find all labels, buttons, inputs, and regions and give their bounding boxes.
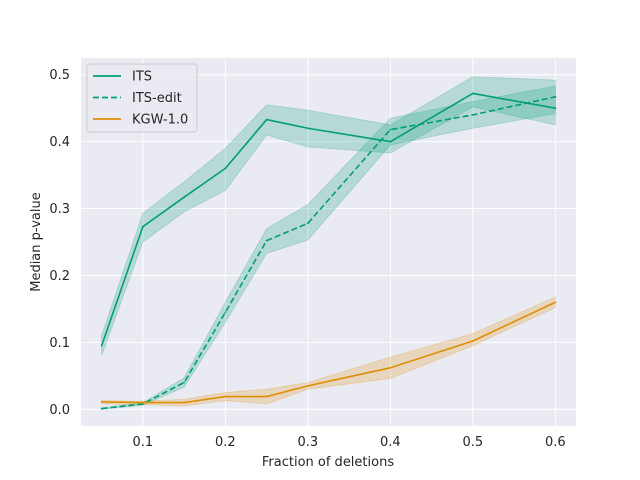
y-tick-label: 0.0 [49,403,70,418]
data-point-its [306,127,309,130]
x-tick-label: 0.6 [545,435,566,450]
data-point-its [265,118,268,121]
data-point-its [471,92,474,95]
x-tick-label: 0.1 [133,435,154,450]
data-point-its [100,344,103,347]
x-axis-label: Fraction of deletions [262,455,394,470]
band-its [101,76,556,356]
data-point-kgw-1-0 [471,340,474,342]
data-point-its [224,167,227,170]
x-tick-label: 0.2 [215,435,236,450]
y-tick-label: 0.1 [49,336,70,351]
data-point-kgw-1-0 [224,395,227,398]
y-axis-ticks: 0.0 0.1 0.2 0.3 0.4 0.5 [49,68,70,418]
legend-label-its: ITS [132,70,152,85]
grid [81,58,576,426]
x-tick-label: 0.5 [463,435,484,450]
data-point-kgw-1-0 [141,401,144,404]
data-point-kgw-1-0 [183,401,186,404]
legend-label-its-edit: ITS-edit [132,91,182,106]
legend-box [86,63,198,133]
data-point-kgw-1-0 [306,384,309,387]
band-kgw-1-0 [101,296,556,407]
series-lines [100,92,557,410]
y-tick-label: 0.2 [49,269,70,284]
data-point-its [183,196,186,199]
data-point-its-edit [554,95,557,98]
data-point-its-edit [100,407,103,410]
x-axis-ticks: 0.1 0.2 0.3 0.4 0.5 0.6 [133,435,566,450]
data-point-its-edit [265,239,268,242]
data-point-its-edit [141,403,144,405]
y-axis-label: Median p-value [29,192,44,292]
data-point-its [554,107,557,110]
legend: ITS ITS-edit KGW-1.0 [86,63,198,133]
data-point-kgw-1-0 [554,301,557,304]
x-tick-label: 0.3 [298,435,319,450]
confidence-bands [101,76,556,410]
data-point-its-edit [224,311,227,314]
band-its-edit [101,85,556,410]
data-point-kgw-1-0 [100,401,103,403]
data-point-kgw-1-0 [389,366,392,369]
data-point-its [389,140,392,143]
data-point-kgw-1-0 [265,395,268,398]
y-tick-label: 0.3 [49,202,70,217]
x-tick-label: 0.4 [380,435,401,450]
data-point-its-edit [471,113,474,116]
y-tick-label: 0.5 [49,68,70,83]
y-tick-label: 0.4 [49,135,70,150]
data-point-its [141,225,144,228]
data-point-its-edit [306,222,309,225]
legend-label-kgw-1-0: KGW-1.0 [132,113,188,128]
data-point-its-edit [183,381,186,384]
data-point-its-edit [389,128,392,131]
